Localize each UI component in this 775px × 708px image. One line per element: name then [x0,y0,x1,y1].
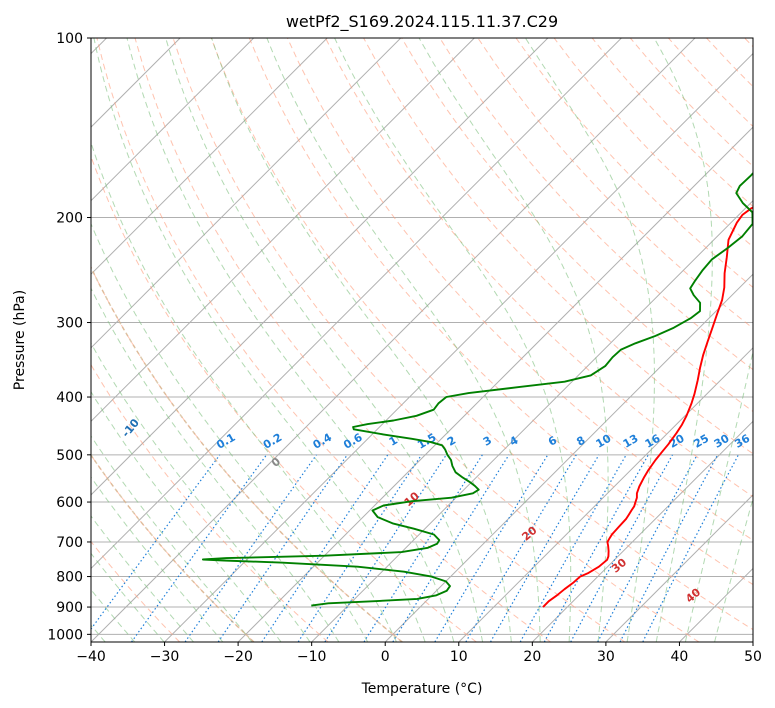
dry-adiabat-line [91,454,255,642]
moist-adiabat-line [91,287,340,642]
moist-adiabat-line [714,496,753,642]
moist-adiabat-line [91,435,253,642]
x-tick-label: 40 [671,649,689,665]
y-axis-label: Pressure (hPa) [12,290,28,390]
isotherm-line [311,199,753,642]
x-tick-label: 0 [381,649,390,665]
moist-adiabat-line [91,342,311,642]
y-tick-label: 500 [56,448,83,464]
mixing-ratio-line [217,454,348,642]
x-tick-label: −10 [297,649,327,665]
dry-adiabat-line [210,38,753,631]
x-tick-label: −40 [76,649,106,665]
temperature-profile-line [542,206,753,608]
dry-adiabat-line [91,155,477,642]
mixing-ratio-line [434,454,549,642]
dry-adiabat-line [96,38,551,642]
isotherm-line [91,38,475,423]
moist-adiabat-line [126,38,455,642]
moist-adiabat-line [653,38,713,642]
moist-adiabat-line [91,515,194,642]
dry-adiabat-line [91,363,329,642]
mixing-ratio-line [570,454,674,642]
plot-frame [90,37,754,643]
moist-adiabat-line [91,476,224,642]
moist-adiabat-line [91,552,165,642]
dry-adiabat-line [325,38,753,498]
x-axis: −40 −30 −20 −10 0 10 20 30 40 50 [76,642,762,665]
x-axis-label: Temperature (°C) [361,681,483,697]
x-tick-label: −30 [150,649,180,665]
y-tick-label: 700 [56,535,83,551]
moist-adiabat-line [91,588,136,642]
dry-adiabat-line [172,38,700,642]
dry-adiabat-line [286,38,753,541]
y-tick-label: 800 [56,570,83,586]
moist-adiabat-line [266,38,541,642]
mixing-ratio-line [131,454,268,642]
isotherm-line [458,347,753,642]
x-tick-label: 10 [450,649,468,665]
moist-adiabat-line [91,390,282,642]
background-grid [91,38,753,642]
isotherm-line [91,38,622,570]
isotherm-line [91,38,402,349]
x-tick-label: 50 [744,649,762,665]
moist-adiabat-line [684,349,753,642]
y-axis: 100 200 300 400 500 600 700 800 900 1000 [47,31,91,643]
mixing-ratio-line [489,454,600,642]
x-tick-label: −20 [223,649,253,665]
freezing-line [91,265,403,642]
moist-adiabat-line [334,38,572,642]
y-tick-label: 100 [56,31,83,47]
mixing-ratio-line [465,454,577,642]
y-tick-label: 600 [56,495,83,511]
dry-adiabat-line [248,38,753,586]
isotherm-line [531,420,753,642]
y-tick-label: 300 [56,316,83,332]
dry-adiabat-line [439,38,753,371]
y-tick-label: 400 [56,390,83,406]
isotherm-line [91,38,255,202]
isotherm-line [605,494,753,642]
mixing-ratio-line [91,454,221,630]
isotherm-line [384,273,753,642]
x-tick-label: 20 [523,649,541,665]
x-tick-label: 30 [597,649,615,665]
mixing-ratio-line [297,454,423,642]
isotherm-line [237,126,753,642]
isotherm-line [91,38,328,275]
y-tick-label: 1000 [47,627,83,643]
mixing-ratio-line [324,454,447,642]
moist-adiabat-line [418,38,609,642]
chart-title: wetPf2_S169.2024.115.11.37.C29 [286,12,558,32]
moist-adiabat-line [91,222,369,642]
mixing-ratio-line [519,454,627,642]
y-tick-label: 900 [56,600,83,616]
isotherm-line [91,38,696,642]
moist-adiabat-line [165,38,484,642]
mixing-ratio-line [184,454,317,642]
moist-adiabat-line [524,38,655,642]
isotherm-line [91,38,549,496]
dry-adiabat-line [515,38,753,288]
y-tick-label: 200 [56,211,83,227]
